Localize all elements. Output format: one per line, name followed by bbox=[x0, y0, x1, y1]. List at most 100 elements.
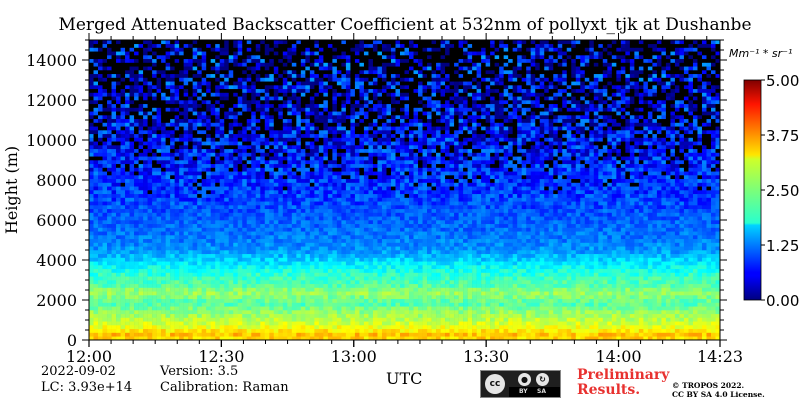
heatmap-cell bbox=[445, 325, 450, 330]
heatmap-cell bbox=[345, 216, 351, 221]
heatmap-cell bbox=[107, 302, 112, 307]
heatmap-cell bbox=[692, 216, 698, 221]
heatmap-cell bbox=[318, 250, 324, 255]
heatmap-cell bbox=[458, 298, 464, 303]
heatmap-cell bbox=[309, 220, 315, 225]
heatmap-cell bbox=[219, 250, 225, 255]
heatmap-cell bbox=[629, 216, 635, 221]
heatmap-cell bbox=[174, 212, 180, 217]
heatmap-cell bbox=[192, 253, 198, 258]
heatmap-cell bbox=[251, 268, 257, 273]
heatmap-cell bbox=[580, 257, 586, 262]
heatmap-cell bbox=[372, 298, 378, 303]
heatmap-cell bbox=[535, 272, 541, 277]
heatmap-cell bbox=[431, 257, 437, 262]
heatmap-cell bbox=[233, 205, 239, 210]
heatmap-cell bbox=[125, 321, 130, 326]
heatmap-cell bbox=[161, 208, 166, 213]
heatmap-cell bbox=[571, 298, 577, 303]
heatmap-cell bbox=[436, 238, 441, 243]
heatmap-cell bbox=[440, 257, 446, 262]
heatmap-cell bbox=[517, 238, 522, 243]
heatmap-cell bbox=[643, 321, 649, 326]
heatmap-cell bbox=[395, 306, 401, 311]
heatmap-cell bbox=[566, 310, 572, 315]
heatmap-cell bbox=[503, 216, 509, 221]
heatmap-cell bbox=[449, 231, 455, 236]
heatmap-cell bbox=[476, 242, 482, 247]
heatmap-cell bbox=[120, 276, 126, 281]
heatmap-cell bbox=[598, 261, 604, 266]
heatmap-cell bbox=[332, 227, 338, 232]
heatmap-cell bbox=[359, 325, 365, 330]
heatmap-cell bbox=[363, 306, 369, 311]
heatmap-cell bbox=[341, 283, 347, 288]
heatmap-cell bbox=[409, 212, 414, 217]
heatmap-cell bbox=[571, 291, 577, 296]
heatmap-cell bbox=[102, 205, 108, 210]
heatmap-cell bbox=[287, 238, 293, 243]
heatmap-cell bbox=[116, 328, 121, 333]
heatmap-cell bbox=[323, 298, 329, 303]
heatmap-cell bbox=[526, 280, 531, 285]
heatmap-cell bbox=[345, 325, 351, 330]
heatmap-cell bbox=[584, 231, 590, 236]
heatmap-cell bbox=[156, 302, 162, 307]
heatmap-cell bbox=[463, 298, 468, 303]
heatmap-cell bbox=[634, 265, 640, 270]
heatmap-cell bbox=[354, 328, 360, 333]
heatmap-cell bbox=[629, 250, 635, 255]
heatmap-cell bbox=[656, 321, 662, 326]
heatmap-cell bbox=[210, 268, 216, 273]
heatmap-cell bbox=[481, 283, 486, 288]
heatmap-cell bbox=[476, 216, 482, 221]
heatmap-cell bbox=[584, 336, 590, 341]
heatmap-cell bbox=[107, 235, 112, 240]
heatmap-cell bbox=[386, 283, 392, 288]
heatmap-cell bbox=[449, 313, 455, 318]
heatmap-cell bbox=[490, 321, 495, 326]
heatmap-cell bbox=[472, 223, 477, 228]
heatmap-cell bbox=[512, 313, 518, 318]
heatmap-cell bbox=[638, 235, 644, 240]
heatmap-cell bbox=[436, 287, 441, 292]
heatmap-cell bbox=[197, 212, 202, 217]
heatmap-cell bbox=[427, 328, 432, 333]
heatmap-cell bbox=[629, 242, 635, 247]
heatmap-cell bbox=[616, 238, 622, 243]
heatmap-cell bbox=[530, 272, 536, 277]
heatmap-cell bbox=[638, 208, 644, 213]
heatmap-cell bbox=[512, 220, 518, 225]
heatmap-cell bbox=[260, 295, 266, 300]
heatmap-cell bbox=[611, 253, 617, 258]
heatmap-cell bbox=[98, 246, 103, 251]
heatmap-cell bbox=[562, 276, 568, 281]
heatmap-cell bbox=[197, 265, 202, 270]
heatmap-cell bbox=[368, 332, 374, 337]
heatmap-cell bbox=[706, 328, 712, 333]
heatmap-cell bbox=[323, 272, 329, 277]
heatmap-cell bbox=[413, 212, 419, 217]
heatmap-cell bbox=[201, 216, 207, 221]
heatmap-cell bbox=[706, 287, 712, 292]
heatmap-cell bbox=[282, 253, 288, 258]
heatmap-cell bbox=[156, 216, 162, 221]
heatmap-cell bbox=[206, 235, 211, 240]
heatmap-cell bbox=[255, 261, 261, 266]
heatmap-cell bbox=[530, 268, 536, 273]
heatmap-cell bbox=[206, 336, 211, 341]
heatmap-cell bbox=[300, 317, 306, 322]
heatmap-cell bbox=[670, 276, 676, 281]
heatmap-cell bbox=[174, 261, 180, 266]
heatmap-cell bbox=[652, 336, 658, 341]
heatmap-cell bbox=[571, 227, 577, 232]
heatmap-cell bbox=[323, 208, 329, 213]
heatmap-cell bbox=[93, 291, 99, 296]
heatmap-cell bbox=[269, 235, 275, 240]
heatmap-cell bbox=[98, 317, 103, 322]
heatmap-cell bbox=[422, 212, 428, 217]
heatmap-cell bbox=[629, 302, 635, 307]
heatmap-cell bbox=[404, 216, 410, 221]
heatmap-cell bbox=[584, 313, 590, 318]
heatmap-cell bbox=[710, 220, 716, 225]
